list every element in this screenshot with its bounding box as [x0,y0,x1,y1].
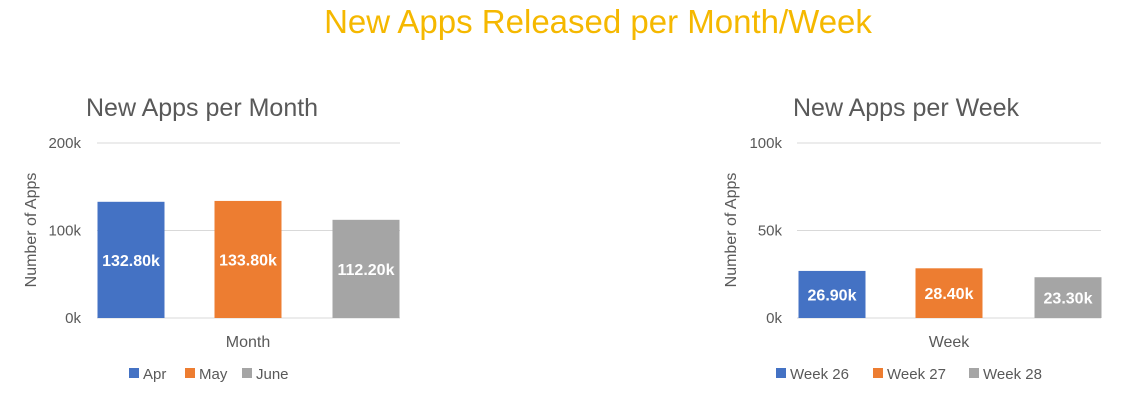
x-axis-label: Month [226,334,270,351]
y-tick-label: 0k [766,310,782,327]
data-label: 23.30k [1044,291,1093,308]
legend-swatch [873,368,883,378]
page-title: New Apps Released per Month/Week [324,3,872,40]
legend-entry: Apr [143,366,166,383]
legend-swatch [129,368,139,378]
y-tick-label: 200k [48,135,81,152]
chart-title: New Apps per Week [793,94,1020,122]
chart-title: New Apps per Month [86,94,318,122]
legend-swatch [242,368,252,378]
data-label: 28.40k [925,286,974,303]
legend-entry: June [256,366,289,383]
data-label: 26.90k [808,287,857,304]
y-tick-label: 0k [65,310,81,327]
legend-swatch [969,368,979,378]
data-label: 112.20k [338,262,395,279]
data-label: 132.80k [102,253,160,270]
y-tick-label: 50k [758,223,783,240]
y-axis-label: Number of Apps [723,173,740,288]
y-axis-label: Number of Apps [23,173,40,288]
legend-entry: May [199,366,228,383]
legend-swatch [185,368,195,378]
data-label: 133.80k [219,252,277,269]
y-tick-label: 100k [749,135,782,152]
legend-entry: Week 27 [887,366,946,383]
legend-entry: Week 26 [790,366,849,383]
legend-entry: Week 28 [983,366,1042,383]
y-tick-label: 100k [48,223,81,240]
chart-month: New Apps per Month Number of Apps Month … [23,94,400,383]
x-axis-label: Week [929,334,971,351]
legend-swatch [776,368,786,378]
chart-week: New Apps per Week Number of Apps Week 0k… [723,94,1102,383]
